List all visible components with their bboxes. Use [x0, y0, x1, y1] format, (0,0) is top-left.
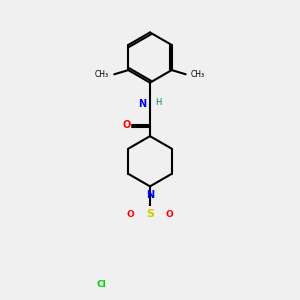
- Text: H: H: [155, 98, 162, 107]
- Text: O: O: [166, 210, 174, 219]
- Text: O: O: [123, 120, 131, 130]
- Text: N: N: [146, 190, 154, 200]
- Text: CH₃: CH₃: [191, 70, 205, 79]
- Text: CH₃: CH₃: [95, 70, 109, 79]
- Text: Cl: Cl: [96, 280, 106, 289]
- Text: S: S: [146, 209, 154, 219]
- Text: O: O: [126, 210, 134, 219]
- Text: N: N: [138, 99, 146, 109]
